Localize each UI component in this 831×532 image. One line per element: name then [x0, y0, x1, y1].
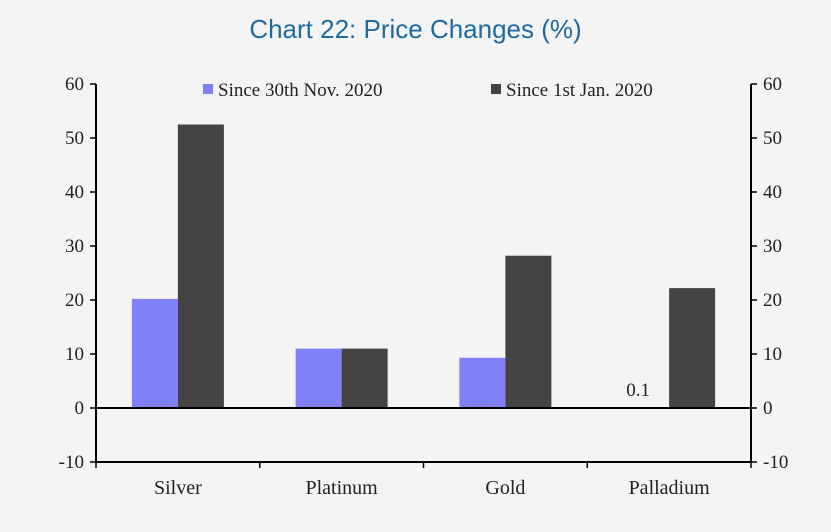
y-tick-label-left: 0 [75, 398, 85, 419]
bar-gold-series-2 [505, 255, 552, 408]
x-tick-label: Silver [154, 477, 202, 499]
legend-label: Since 30th Nov. 2020 [218, 80, 382, 101]
legend-swatch [491, 84, 501, 94]
x-tick-label: Platinum [306, 477, 379, 499]
legend-label: Since 1st Jan. 2020 [506, 80, 653, 101]
y-tick-label-right: 50 [763, 128, 782, 149]
bar-platinum-series-1 [295, 348, 342, 408]
y-tick-label-left: -10 [59, 452, 84, 473]
y-tick-label-left: 30 [65, 236, 84, 257]
x-tick-label: Gold [485, 477, 525, 499]
y-tick-label-right: 30 [763, 236, 782, 257]
chart-title: Chart 22: Price Changes (%) [249, 14, 582, 44]
y-tick-label-left: 40 [65, 182, 84, 203]
y-tick-label-left: 20 [65, 290, 84, 311]
bar-palladium-series-2 [669, 288, 716, 408]
x-tick-label: Palladium [629, 477, 711, 499]
y-tick-label-left: 10 [65, 344, 84, 365]
y-tick-label-right: -10 [763, 452, 788, 473]
bar-platinum-series-2 [341, 348, 388, 408]
legend-swatch [203, 84, 213, 94]
y-tick-label-right: 60 [763, 74, 782, 95]
data-label: 0.1 [626, 380, 650, 401]
bar-gold-series-1 [459, 357, 506, 408]
y-tick-label-right: 0 [763, 398, 773, 419]
bar-silver-series-2 [177, 124, 224, 408]
y-tick-label-right: 40 [763, 182, 782, 203]
y-tick-label-right: 20 [763, 290, 782, 311]
y-tick-label-left: 50 [65, 128, 84, 149]
bar-silver-series-1 [131, 298, 178, 408]
y-tick-label-right: 10 [763, 344, 782, 365]
y-tick-label-left: 60 [65, 74, 84, 95]
